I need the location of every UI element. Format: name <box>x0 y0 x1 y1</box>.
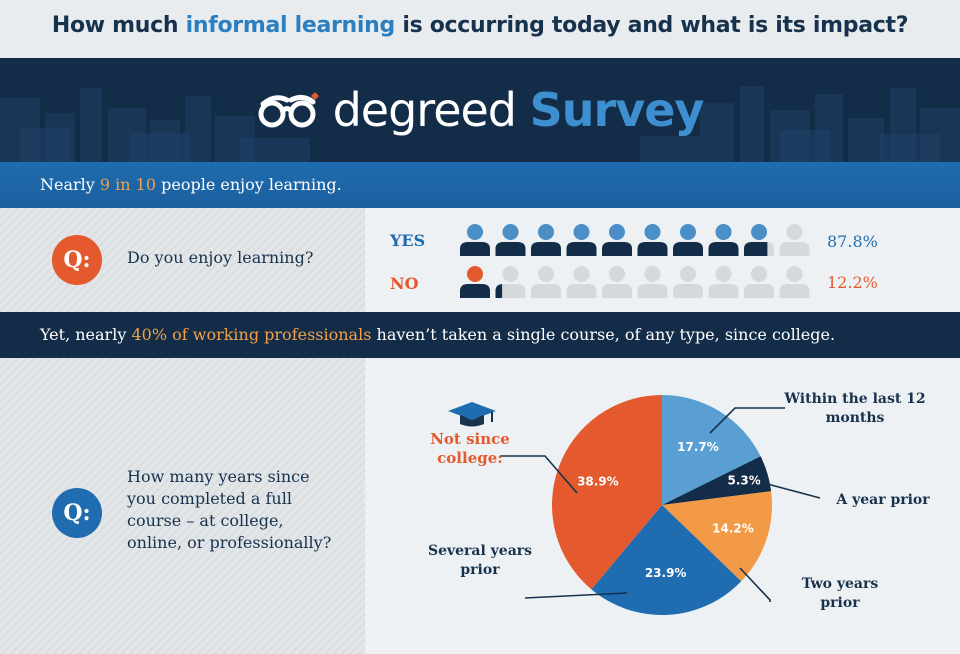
no-person-icon <box>673 266 703 298</box>
yes-person-icon <box>531 224 561 256</box>
no-person-icon <box>708 266 739 298</box>
question2-line4: online, or professionally? <box>127 533 332 552</box>
pie-slice-within-12-months <box>662 395 761 505</box>
leader-two <box>739 567 771 602</box>
glasses-icon <box>258 92 319 128</box>
callout-several-line1: Several years <box>427 543 533 559</box>
pie-slice-year-prior <box>662 456 772 505</box>
callout-within-line2: months <box>825 410 885 426</box>
callout-year-prior: A year prior <box>836 492 930 508</box>
headline-strip-courses: Yet, nearly 40% of working professionals… <box>0 312 960 358</box>
question1-panel <box>0 208 365 312</box>
pie-data-label: 5.3% <box>728 473 761 487</box>
yes-label: YES <box>390 231 426 250</box>
strip1-after: people enjoy learning. <box>156 175 342 194</box>
leader-within <box>709 407 785 434</box>
question2-line3: course – at college, <box>127 511 284 530</box>
skyline-decoration <box>0 86 960 162</box>
title-before: How much <box>51 13 186 38</box>
brand-degreed: degreed <box>332 83 517 137</box>
leader-year <box>759 481 821 499</box>
yes-percent: 87.8% <box>827 232 878 251</box>
years-since-course-pie-chart: 17.7% 5.3% 14.2% 23.9% 38.9% <box>500 395 821 615</box>
callout-two-line1: Two years <box>801 576 879 592</box>
strip2-before: Yet, nearly <box>40 325 132 344</box>
yes-person-icon <box>673 224 703 256</box>
callout-several-years-prior: Several years prior <box>420 542 540 580</box>
strip1-before: Nearly <box>40 175 100 194</box>
brand-name: degreed Survey <box>332 83 705 137</box>
no-person-icon <box>566 266 597 298</box>
yes-person-icon <box>744 224 774 256</box>
yes-person-icon <box>495 224 526 256</box>
yes-person-icon <box>708 224 739 256</box>
callout-not-line2: college: <box>437 449 503 467</box>
no-people-row <box>460 266 810 298</box>
title-highlight: informal learning <box>185 13 396 38</box>
pie-data-label: 23.9% <box>645 566 687 580</box>
pie-slice-several-years-prior <box>591 505 742 615</box>
callout-two-line2: prior <box>820 595 860 611</box>
graduation-cap-icon <box>448 402 496 427</box>
page-title: How much informal learning is occurring … <box>0 0 960 56</box>
strip1-highlight: 9 in 10 <box>99 175 157 194</box>
question2-badge: Q: <box>52 488 102 538</box>
strip2-after: haven’t taken a single course, of any ty… <box>371 325 836 344</box>
no-percent: 12.2% <box>827 273 878 292</box>
leader-several <box>524 592 628 599</box>
callout-not-since-college: Not since college: <box>420 430 520 468</box>
pie-data-label: 14.2% <box>712 522 754 536</box>
callout-two-years-prior: Two years prior <box>790 575 890 613</box>
headline-strip-enjoy: Nearly 9 in 10 people enjoy learning. <box>0 162 960 208</box>
question1-text: Do you enjoy learning? <box>127 248 314 267</box>
leader-not <box>500 455 578 494</box>
degreed-logo: degreed Survey <box>0 78 960 142</box>
no-person-icon <box>460 266 490 298</box>
title-after: is occurring today and what is its impac… <box>394 13 909 38</box>
brand-survey: Survey <box>529 83 705 137</box>
pie-slice-not-since-college <box>552 395 662 590</box>
brand-banner: degreed Survey <box>0 58 960 162</box>
yes-person-icon <box>602 224 632 256</box>
no-person-icon <box>637 266 668 298</box>
yes-person-icon <box>779 224 810 256</box>
question2-line1: How many years since <box>127 467 310 486</box>
no-person-icon <box>779 266 810 298</box>
yes-person-icon <box>566 224 597 256</box>
strip2-highlight: 40% of working professionals <box>131 325 372 344</box>
callout-several-line2: prior <box>460 562 500 578</box>
question2-text: How many years since you completed a ful… <box>127 466 331 554</box>
pie-slice-two-years-prior <box>662 491 772 582</box>
pie-data-label: 38.9% <box>577 475 619 489</box>
no-label: NO <box>390 274 419 293</box>
callout-within-line1: Within the last 12 <box>784 391 926 407</box>
question2-line2: you completed a full <box>127 489 292 508</box>
no-person-icon <box>531 266 561 298</box>
pie-data-label: 17.7% <box>677 440 719 454</box>
yes-people-row <box>460 224 810 256</box>
question1-badge: Q: <box>52 235 102 285</box>
no-person-icon <box>495 266 526 298</box>
yes-person-icon <box>460 224 490 256</box>
callout-within-12-months: Within the last 12 months <box>780 390 930 428</box>
yes-person-icon <box>637 224 668 256</box>
no-person-icon <box>744 266 774 298</box>
no-person-icon <box>602 266 632 298</box>
callout-not-line1: Not since <box>430 430 510 448</box>
